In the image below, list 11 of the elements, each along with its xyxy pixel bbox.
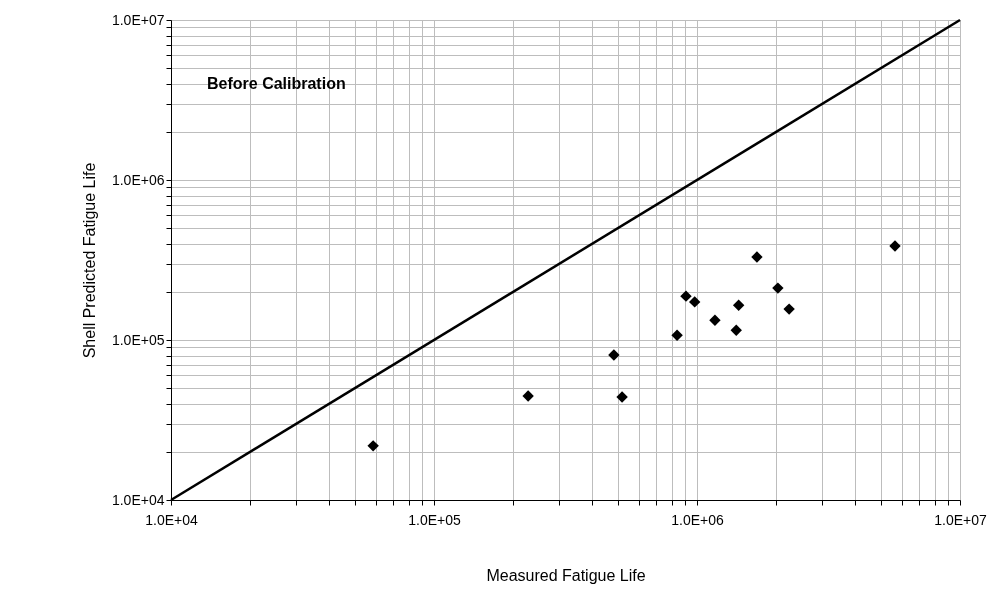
annotation: Before Calibration: [207, 75, 346, 92]
x-tick-label: 1.0E+07: [934, 511, 987, 528]
y-axis-title: Shell Predicted Fatigue Life: [80, 162, 98, 359]
y-tick-label: 1.0E+04: [111, 491, 165, 508]
y-tick-label: 1.0E+07: [111, 11, 165, 28]
x-tick-label: 1.0E+06: [671, 511, 724, 528]
x-tick-label: 1.0E+04: [145, 511, 198, 528]
y-tick-label: 1.0E+05: [111, 331, 165, 348]
x-axis-title: Measured Fatigue Life: [486, 566, 646, 584]
y-tick-label: 1.0E+06: [111, 171, 165, 188]
x-tick-label: 1.0E+05: [408, 511, 461, 528]
